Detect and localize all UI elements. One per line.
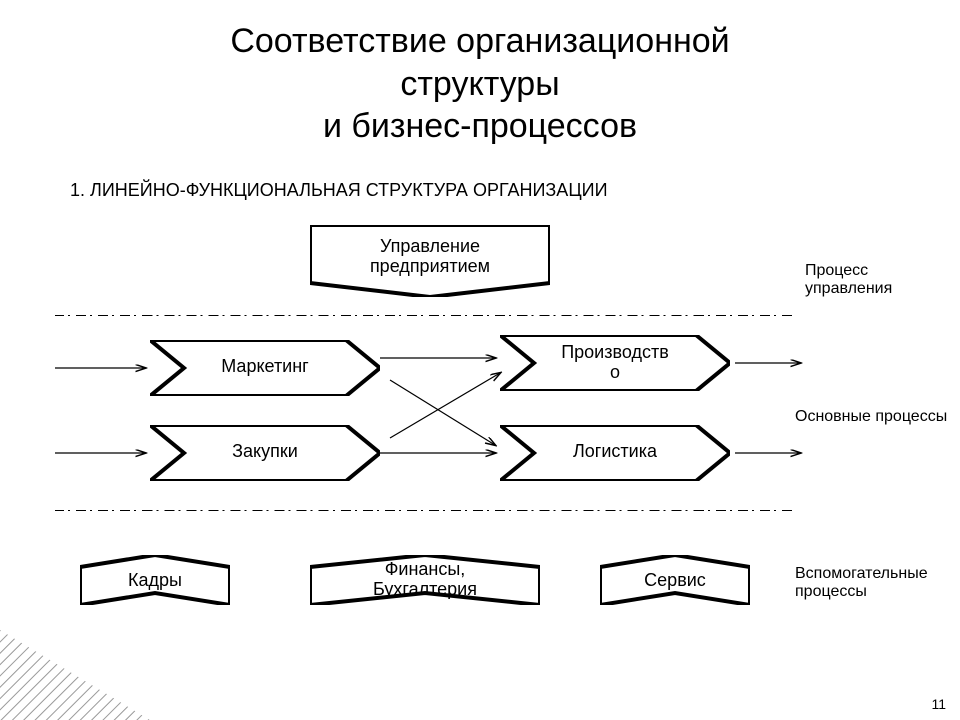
label-core-processes: Основные процессы — [795, 408, 955, 426]
box-management-l1: Управление — [380, 236, 480, 256]
box-finance: Финансы, Бухгалтерия — [310, 555, 540, 605]
box-finance-l1: Финансы, — [385, 559, 466, 579]
box-service: Сервис — [600, 555, 750, 605]
box-procurement-label: Закупки — [232, 441, 298, 461]
box-management: Управление предприятием — [310, 225, 550, 297]
label-management-process: Процесс управления — [805, 262, 955, 299]
label-support-processes: Вспомогательные процессы — [795, 565, 955, 602]
slide-title: Соответствие организационной структуры и… — [0, 20, 960, 148]
slide-root: Соответствие организационной структуры и… — [0, 0, 960, 720]
box-production-l2: о — [610, 362, 620, 382]
box-hr-label: Кадры — [128, 570, 182, 590]
title-line2: структуры — [400, 65, 559, 103]
box-marketing-label: Маркетинг — [221, 356, 309, 376]
divider-top — [55, 315, 795, 316]
box-procurement: Закупки — [150, 425, 380, 481]
box-production: Производств о — [500, 335, 730, 391]
section-heading: 1. ЛИНЕЙНО-ФУНКЦИОНАЛЬНАЯ СТРУКТУРА ОРГА… — [70, 180, 608, 201]
box-finance-l2: Бухгалтерия — [373, 579, 477, 599]
box-management-l2: предприятием — [370, 256, 490, 276]
box-production-l1: Производств — [561, 342, 669, 362]
box-service-label: Сервис — [644, 570, 706, 590]
box-marketing: Маркетинг — [150, 340, 380, 396]
title-line1: Соответствие организационной — [230, 22, 729, 60]
box-hr: Кадры — [80, 555, 230, 605]
decorative-hatch — [0, 630, 150, 720]
label-support-l2: процессы — [795, 583, 867, 600]
label-support-l1: Вспомогательные — [795, 565, 928, 582]
box-logistics: Логистика — [500, 425, 730, 481]
box-logistics-label: Логистика — [573, 441, 657, 461]
divider-bottom — [55, 510, 795, 511]
title-line3: и бизнес-процессов — [323, 107, 637, 145]
page-number: 11 — [931, 696, 946, 712]
